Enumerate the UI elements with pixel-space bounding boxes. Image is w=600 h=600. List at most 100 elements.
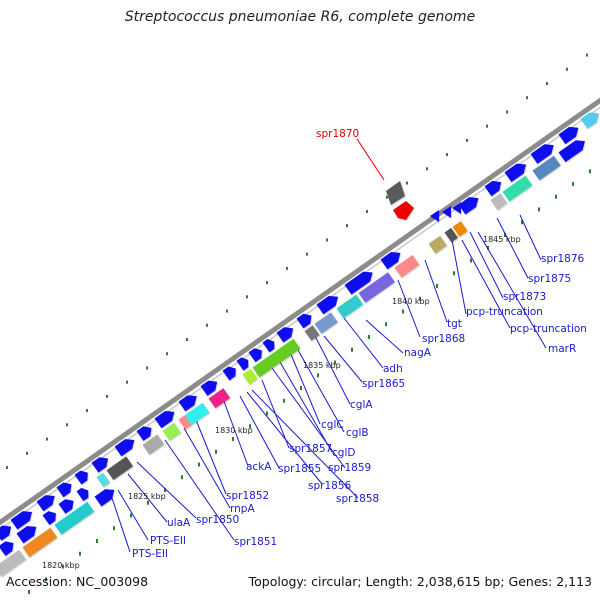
gene-feature[interactable] xyxy=(222,364,240,381)
gene-feature[interactable] xyxy=(242,368,258,385)
gene-label-PTS-EII-1[interactable]: PTS-EII xyxy=(150,535,186,547)
gene-label-rnpA[interactable]: rnpA xyxy=(230,503,255,515)
gene-label-cglB[interactable]: cglB xyxy=(346,427,369,439)
gene-feature[interactable] xyxy=(276,323,297,343)
gene-feature[interactable] xyxy=(580,109,600,129)
gene-label-ulaA[interactable]: ulaA xyxy=(167,517,191,529)
gene-feature[interactable] xyxy=(296,311,315,329)
gene-feature[interactable] xyxy=(178,391,201,412)
gene-label-pcp-truncation-1[interactable]: pcp-truncation xyxy=(466,306,543,318)
gene-feature[interactable] xyxy=(16,522,40,544)
gene-feature[interactable] xyxy=(136,423,155,441)
gene-label-spr1856[interactable]: spr1856 xyxy=(308,480,351,492)
gene-label-tgt[interactable]: tgt xyxy=(447,318,462,330)
gene-feature[interactable] xyxy=(530,140,558,164)
gene-feature[interactable] xyxy=(96,472,110,488)
tick-mark xyxy=(215,449,217,454)
gene-feature[interactable] xyxy=(484,177,505,197)
gene-feature[interactable] xyxy=(208,388,231,409)
gene-feature[interactable] xyxy=(394,255,420,278)
gene-label-ackA[interactable]: ackA xyxy=(246,461,272,473)
gene-feature[interactable] xyxy=(344,268,376,295)
gene-feature[interactable] xyxy=(452,221,468,237)
gene-feature[interactable] xyxy=(358,272,395,303)
gene-feature[interactable] xyxy=(42,508,60,526)
gene-feature[interactable] xyxy=(0,549,26,577)
gene-label-adh[interactable]: adh xyxy=(383,363,403,375)
gene-feature[interactable] xyxy=(184,402,210,426)
gene-feature[interactable] xyxy=(178,414,192,430)
map-title: Streptococcus pneumoniae R6, complete ge… xyxy=(124,9,476,25)
scale-label: 1845 kbp xyxy=(483,235,521,244)
gene-feature[interactable] xyxy=(316,292,342,315)
gene-label-spr1865[interactable]: spr1865 xyxy=(362,378,405,390)
tick-mark xyxy=(470,258,472,263)
gene-feature[interactable] xyxy=(502,175,533,202)
gene-label-pcp-truncation-2[interactable]: pcp-truncation xyxy=(510,323,587,335)
gene-feature[interactable] xyxy=(56,479,75,498)
gene-label-spr1859[interactable]: spr1859 xyxy=(328,462,371,474)
gene-feature[interactable] xyxy=(490,193,508,210)
gene-feature[interactable] xyxy=(94,485,118,507)
gene-feature[interactable] xyxy=(76,486,92,502)
gene-label-PTS-EII-2[interactable]: PTS-EII xyxy=(132,548,168,560)
gene-feature[interactable] xyxy=(314,312,338,334)
gene-feature[interactable] xyxy=(22,527,58,558)
gene-feature[interactable] xyxy=(248,345,266,363)
gene-feature[interactable] xyxy=(558,136,589,163)
tick-dot xyxy=(466,138,468,142)
gene-label-spr1875[interactable]: spr1875 xyxy=(528,273,571,285)
gene-feature[interactable] xyxy=(458,193,482,215)
gene-label-spr1873[interactable]: spr1873 xyxy=(503,291,546,303)
gene-feature[interactable] xyxy=(262,337,278,353)
gene-label-spr1855[interactable]: spr1855 xyxy=(278,463,321,475)
gene-feature[interactable] xyxy=(36,491,59,512)
gene-feature[interactable] xyxy=(154,407,178,429)
gene-feature[interactable] xyxy=(428,235,447,254)
gene-feature[interactable] xyxy=(452,202,461,214)
gene-feature[interactable] xyxy=(0,538,17,556)
gene-feature[interactable] xyxy=(252,338,301,378)
highlight-leader-line xyxy=(356,138,385,181)
gene-label-marR[interactable]: marR xyxy=(548,343,576,355)
gene-feature[interactable] xyxy=(0,522,15,541)
gene-label-cglC[interactable]: cglC xyxy=(321,419,344,431)
gene-feature[interactable] xyxy=(114,435,138,457)
gene-feature[interactable] xyxy=(91,454,112,473)
tick-mark xyxy=(419,296,421,301)
gene-feature[interactable] xyxy=(444,227,458,243)
gene-feature[interactable] xyxy=(200,377,221,396)
gene-feature[interactable] xyxy=(142,434,165,455)
gene-labels: spr1870 spr1876 spr1875 spr1873 pcp-trun… xyxy=(132,128,587,560)
gene-feature[interactable] xyxy=(336,294,364,319)
gene-label-spr1858[interactable]: spr1858 xyxy=(336,493,379,505)
gene-label-spr1857[interactable]: spr1857 xyxy=(289,443,332,455)
gene-feature[interactable] xyxy=(442,206,451,218)
gene-feature[interactable] xyxy=(304,325,320,341)
gene-feature[interactable] xyxy=(430,210,439,222)
gene-label-spr1852[interactable]: spr1852 xyxy=(226,490,269,502)
highlighted-gene[interactable] xyxy=(386,181,414,220)
gene-feature[interactable] xyxy=(380,248,404,270)
gene-feature[interactable] xyxy=(58,496,77,514)
gene-label-nagA[interactable]: nagA xyxy=(404,347,432,359)
gene-label-spr1868[interactable]: spr1868 xyxy=(422,333,465,345)
gene-feature[interactable] xyxy=(10,507,36,530)
gene-label-spr1876[interactable]: spr1876 xyxy=(541,253,584,265)
gene-feature[interactable] xyxy=(54,501,95,535)
gene-feature[interactable] xyxy=(74,468,92,485)
gene-feature[interactable] xyxy=(106,456,134,481)
gene-feature[interactable] xyxy=(504,160,530,183)
gene-feature[interactable] xyxy=(558,123,582,145)
gene-label-spr1850[interactable]: spr1850 xyxy=(196,514,239,526)
gene-label-spr1851[interactable]: spr1851 xyxy=(234,536,277,548)
gene-label-cglD[interactable]: cglD xyxy=(332,447,355,459)
tick-mark xyxy=(232,437,234,441)
gene-feature[interactable] xyxy=(236,355,252,371)
scale-labels: 1820 kbp 1825 kbp 1830 kbp 1835 kbp 1840… xyxy=(42,235,521,570)
gene-feature[interactable] xyxy=(162,422,181,441)
gene-label-spr1870[interactable]: spr1870 xyxy=(316,128,359,140)
gene-feature[interactable] xyxy=(532,155,561,181)
gene-label-cglA[interactable]: cglA xyxy=(350,399,373,411)
